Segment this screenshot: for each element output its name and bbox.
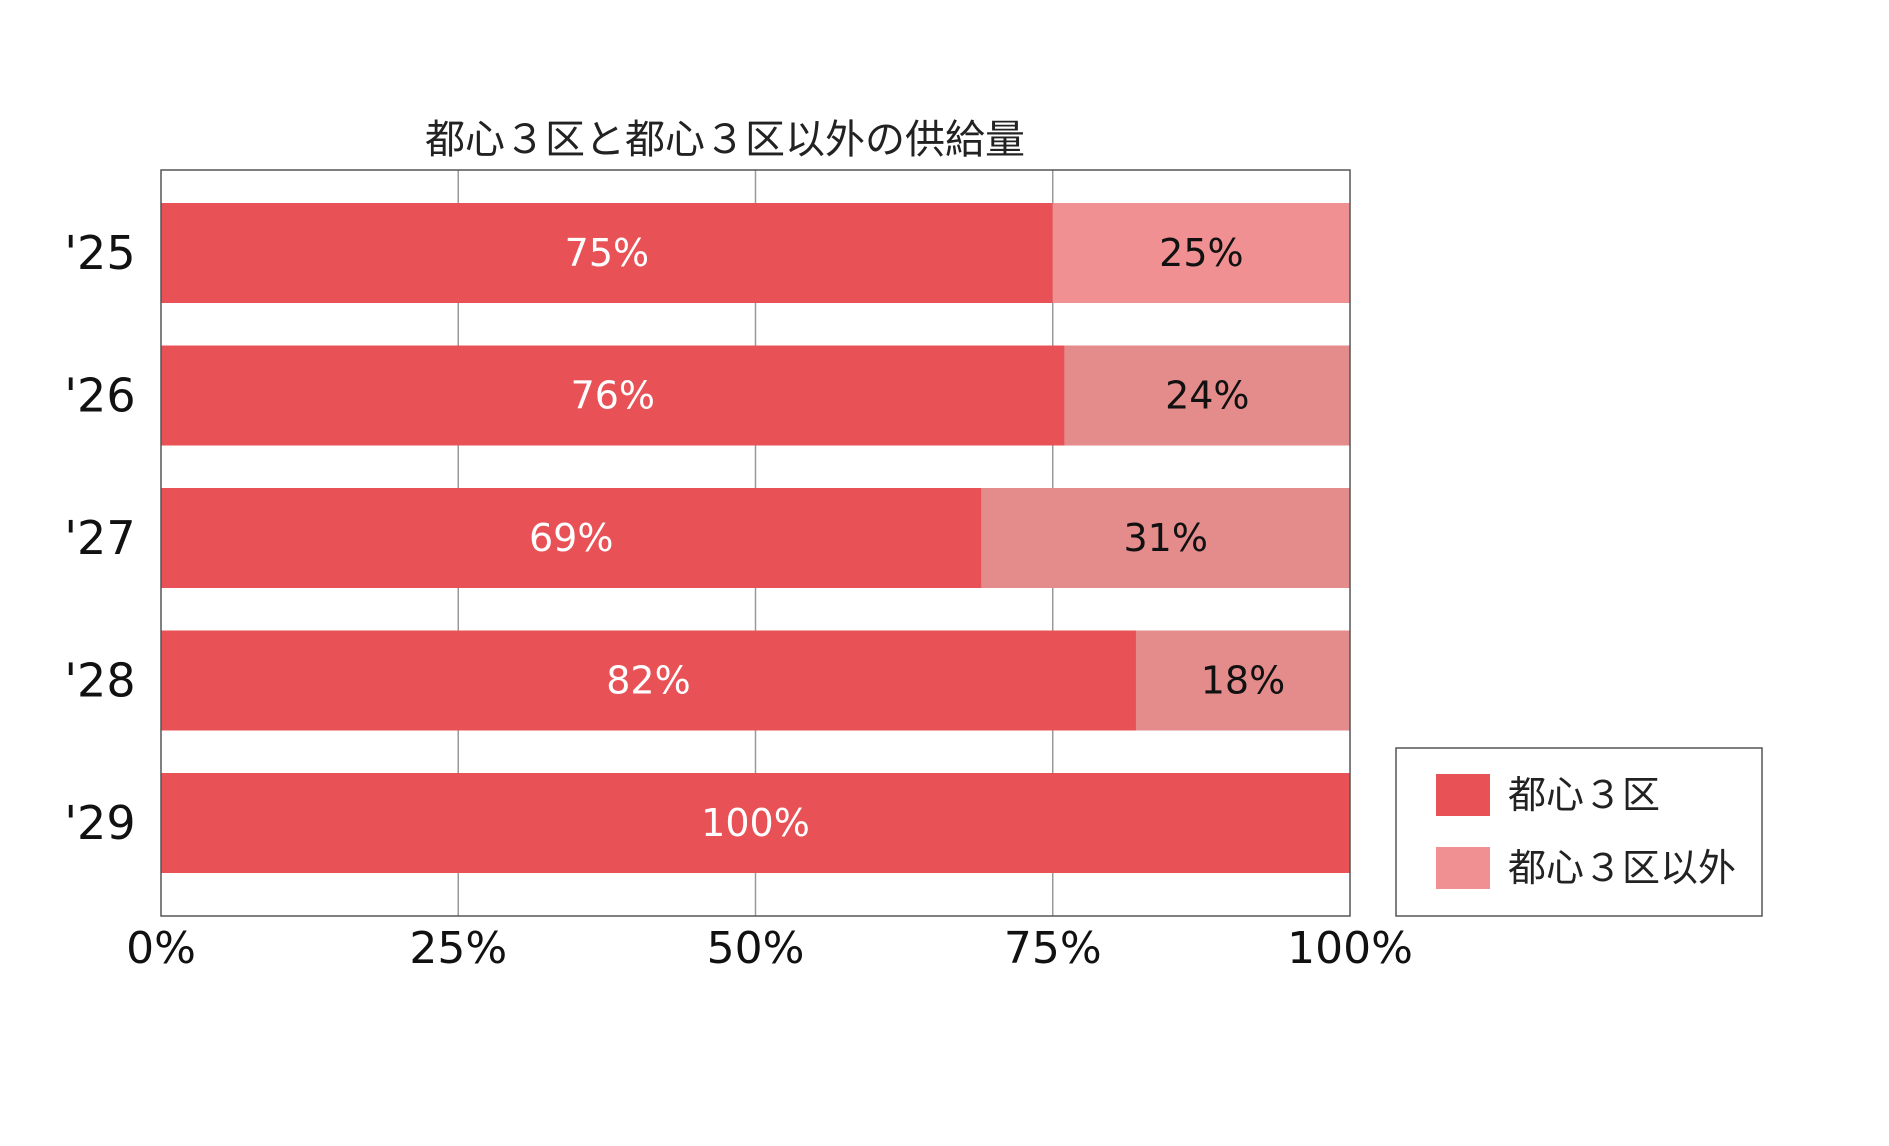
chart-title: 都心３区と都心３区以外の供給量 — [425, 117, 1025, 163]
plot-frame — [160, 169, 1351, 917]
x-tick-label-100: 100% — [1287, 923, 1413, 974]
bar-1-series-0 — [161, 345, 1065, 446]
data-label-4-series-0: 100% — [701, 801, 810, 845]
category-label-2: '27 — [64, 511, 135, 565]
bar-2-series-0 — [161, 488, 982, 588]
bar-3-series-1 — [1135, 630, 1350, 731]
category-labels: '25 '26 '27 '28 '29 — [64, 226, 135, 850]
legend-label-1: 都心３区以外 — [1508, 846, 1736, 890]
legend-swatch-1 — [1436, 847, 1490, 889]
data-label-0-series-1: 25% — [1159, 231, 1243, 275]
bars — [161, 203, 1350, 873]
data-label-3-series-1: 18% — [1201, 659, 1285, 703]
bar-1-series-1 — [1064, 345, 1350, 446]
bar-4-series-0 — [161, 773, 1350, 873]
data-label-2-series-1: 31% — [1123, 516, 1207, 560]
x-tick-label-25: 25% — [409, 923, 507, 974]
category-label-0: '25 — [64, 226, 135, 280]
data-label-1-series-1: 24% — [1165, 374, 1249, 418]
category-label-3: '28 — [64, 654, 135, 708]
x-tick-label-75: 75% — [1004, 923, 1102, 974]
legend-swatch-0 — [1436, 774, 1490, 816]
bar-labels: 75% 25% 76% 24% 69% 31% 82% 18% 100% — [529, 231, 1285, 845]
data-label-2-series-0: 69% — [529, 516, 613, 560]
x-axis-ticks: 0% 25% 50% 75% 100% — [126, 923, 1413, 974]
plot-frame-border — [160, 169, 1351, 917]
bar-0-series-0 — [161, 203, 1053, 303]
bar-2-series-1 — [981, 488, 1350, 588]
category-label-1: '26 — [64, 369, 135, 423]
legend-label-0: 都心３区 — [1508, 773, 1660, 817]
bar-3-series-0 — [161, 630, 1136, 731]
category-label-4: '29 — [64, 796, 135, 850]
x-tick-label-0: 0% — [126, 923, 196, 974]
data-label-0-series-0: 75% — [565, 231, 649, 275]
data-label-3-series-0: 82% — [606, 659, 690, 703]
bar-0-series-1 — [1052, 203, 1350, 303]
data-label-1-series-0: 76% — [571, 374, 655, 418]
x-tick-label-50: 50% — [707, 923, 805, 974]
